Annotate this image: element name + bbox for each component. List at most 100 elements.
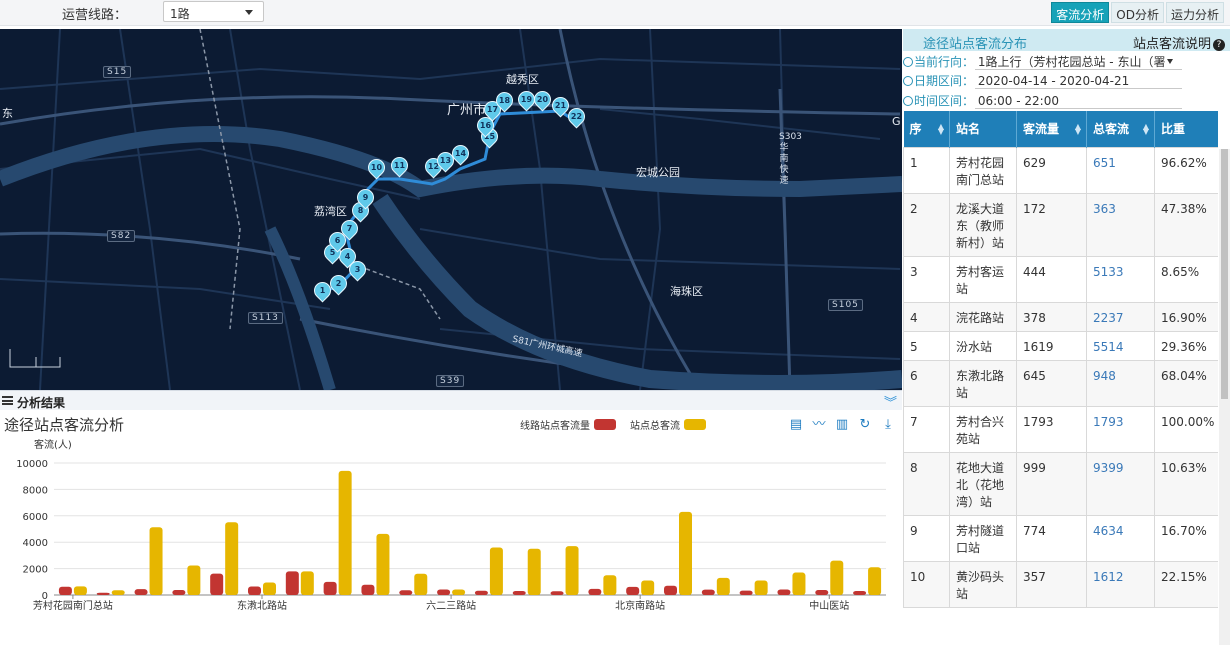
column-header-flow[interactable]: 客流量 ▲ ▼ [1016,111,1087,147]
column-header-ratio: 比重 [1154,111,1218,147]
cell-ratio: 96.62% [1154,146,1218,194]
bar-line-flow [58,586,72,595]
direction-row[interactable]: 当前行向： 1路上行（芳村花园总站 - 东山（署 [903,53,1174,71]
cell-station-name: 芳村客运站 [949,255,1017,303]
table-row[interactable]: 10 黄沙码头站 357 1612 22.15% [903,560,1218,608]
bar-line-flow [96,592,110,595]
cell-station-name: 芳村合兴苑站 [949,405,1017,453]
bar-total-flow [754,580,768,595]
direction-label: 当前行向： [914,55,975,69]
cell-total[interactable]: 363 [1086,192,1155,257]
cell-ratio: 68.04% [1154,359,1218,407]
cell-station-name: 东漖北路站 [949,359,1017,407]
route-select[interactable]: 1路 [163,1,264,22]
table-header-row: 序 ▲ ▼ 站名 客流量 ▲ ▼ 总客流 ▲ ▼ 比重 [903,111,1218,147]
table-row[interactable]: 9 芳村隧道口站 774 4634 16.70% [903,514,1218,562]
data-view-icon[interactable]: ▤ [789,417,803,432]
table-scrollbar[interactable] [1219,149,1230,645]
bar-line-flow [172,590,186,595]
cell-index: 10 [903,560,950,608]
cell-flow: 172 [1016,192,1087,257]
cell-total[interactable]: 651 [1086,146,1155,194]
cell-total[interactable]: 1793 [1086,405,1155,453]
stop-marker-label: 20 [536,95,549,104]
x-tick-label: 东漖北路站 [237,599,287,612]
cell-flow: 645 [1016,359,1087,407]
table-row[interactable]: 3 芳村客运站 444 5133 8.65% [903,255,1218,303]
legend-label[interactable]: 站点总客流 [630,421,680,432]
bar-line-flow [285,571,299,595]
y-tick-label: 0 [42,591,48,602]
date-value: 2020-04-14 - 2020-04-21 [977,74,1130,88]
cell-flow: 999 [1016,451,1087,516]
legend-swatch[interactable] [684,419,706,430]
line-chart-icon[interactable]: 〰 [812,417,826,432]
scrollbar-thumb[interactable] [1221,149,1228,399]
cell-flow: 774 [1016,514,1087,562]
download-icon[interactable]: ⤓ [885,417,891,432]
time-row[interactable]: 时间区间： 06:00 - 22:00 [903,92,1059,110]
cell-total[interactable]: 2237 [1086,301,1155,332]
cell-station-name: 黄沙码头站 [949,560,1017,608]
cell-total[interactable]: 948 [1086,359,1155,407]
stop-marker-label: 9 [362,193,369,202]
x-tick-label: 六二三路站 [426,599,476,612]
bar-line-flow [399,590,413,595]
bar-chart-icon[interactable]: ▥ [835,417,849,432]
cell-index: 6 [903,359,950,407]
cell-flow: 357 [1016,560,1087,608]
route-map[interactable]: 越秀区 广州市 荔湾区 海珠区 宏城公园 东 G S15 S82 S113 S3… [0,29,902,390]
cell-total[interactable]: 1612 [1086,560,1155,608]
tab-od-analysis[interactable]: OD分析 [1111,2,1164,23]
bar-total-flow [716,577,730,595]
chart-title: 途径站点客流分析 [4,416,125,434]
table-row[interactable]: 4 浣花路站 378 2237 16.90% [903,301,1218,332]
stop-marker-label: 11 [393,161,406,170]
divider [975,88,1182,89]
date-row[interactable]: 日期区间： 2020-04-14 - 2020-04-21 [903,72,1129,90]
swap-icon [903,57,913,67]
column-header-index[interactable]: 序 ▲ ▼ [903,111,950,147]
cell-index: 1 [903,146,950,194]
cell-station-name: 龙溪大道东（教师新村）站 [949,192,1017,257]
road-tag: S113 [248,312,283,324]
cell-station-name: 芳村花园南门总站 [949,146,1017,194]
table-row[interactable]: 8 花地大道北（花地湾）站 999 9399 10.63% [903,451,1218,516]
cell-ratio: 16.90% [1154,301,1218,332]
table-row[interactable]: 2 龙溪大道东（教师新村）站 172 363 47.38% [903,192,1218,257]
y-tick-label: 10000 [16,459,48,470]
bar-total-flow [489,547,503,595]
chevron-down-icon [245,10,253,15]
cell-total[interactable]: 5133 [1086,255,1155,303]
clock-icon [903,96,913,106]
tab-capacity-analysis[interactable]: 运力分析 [1165,2,1224,23]
legend-swatch[interactable] [594,419,616,430]
table-row[interactable]: 6 东漖北路站 645 948 68.04% [903,359,1218,407]
bar-total-flow [641,580,655,595]
bar-total-flow [187,565,201,595]
cell-total[interactable]: 5514 [1086,330,1155,361]
district-label: 海珠区 [670,285,703,298]
collapse-icon[interactable]: ︾ [883,396,897,411]
table-body: 1 芳村花园南门总站 629 651 96.62% 2 龙溪大道东（教师新村）站 172 363… [903,146,1218,608]
time-value: 06:00 - 22:00 [977,94,1059,108]
stop-marker-label: 13 [439,156,452,165]
help-link[interactable]: 站点客流说明? [1133,33,1225,52]
refresh-icon[interactable]: ↻ [859,417,871,432]
top-toolbar: 运营线路： 1路 客流分析 OD分析 运力分析 [0,0,1230,26]
cell-index: 5 [903,330,950,361]
tab-passenger-flow[interactable]: 客流分析 [1051,2,1110,23]
table-row[interactable]: 7 芳村合兴苑站 1793 1793 100.00% [903,405,1218,453]
column-header-total[interactable]: 总客流 ▲ ▼ [1086,111,1155,147]
divider [975,69,1182,70]
y-tick-label: 8000 [23,485,48,496]
legend-label[interactable]: 线路站点客流量 [520,421,590,432]
stop-marker-label: 4 [344,252,351,261]
table-row[interactable]: 5 汾水站 1619 5514 29.36% [903,330,1218,361]
bar-line-flow [588,588,602,595]
table-row[interactable]: 1 芳村花园南门总站 629 651 96.62% [903,146,1218,194]
district-label: G [892,115,901,128]
cell-total[interactable]: 4634 [1086,514,1155,562]
cell-index: 4 [903,301,950,332]
cell-total[interactable]: 9399 [1086,451,1155,516]
